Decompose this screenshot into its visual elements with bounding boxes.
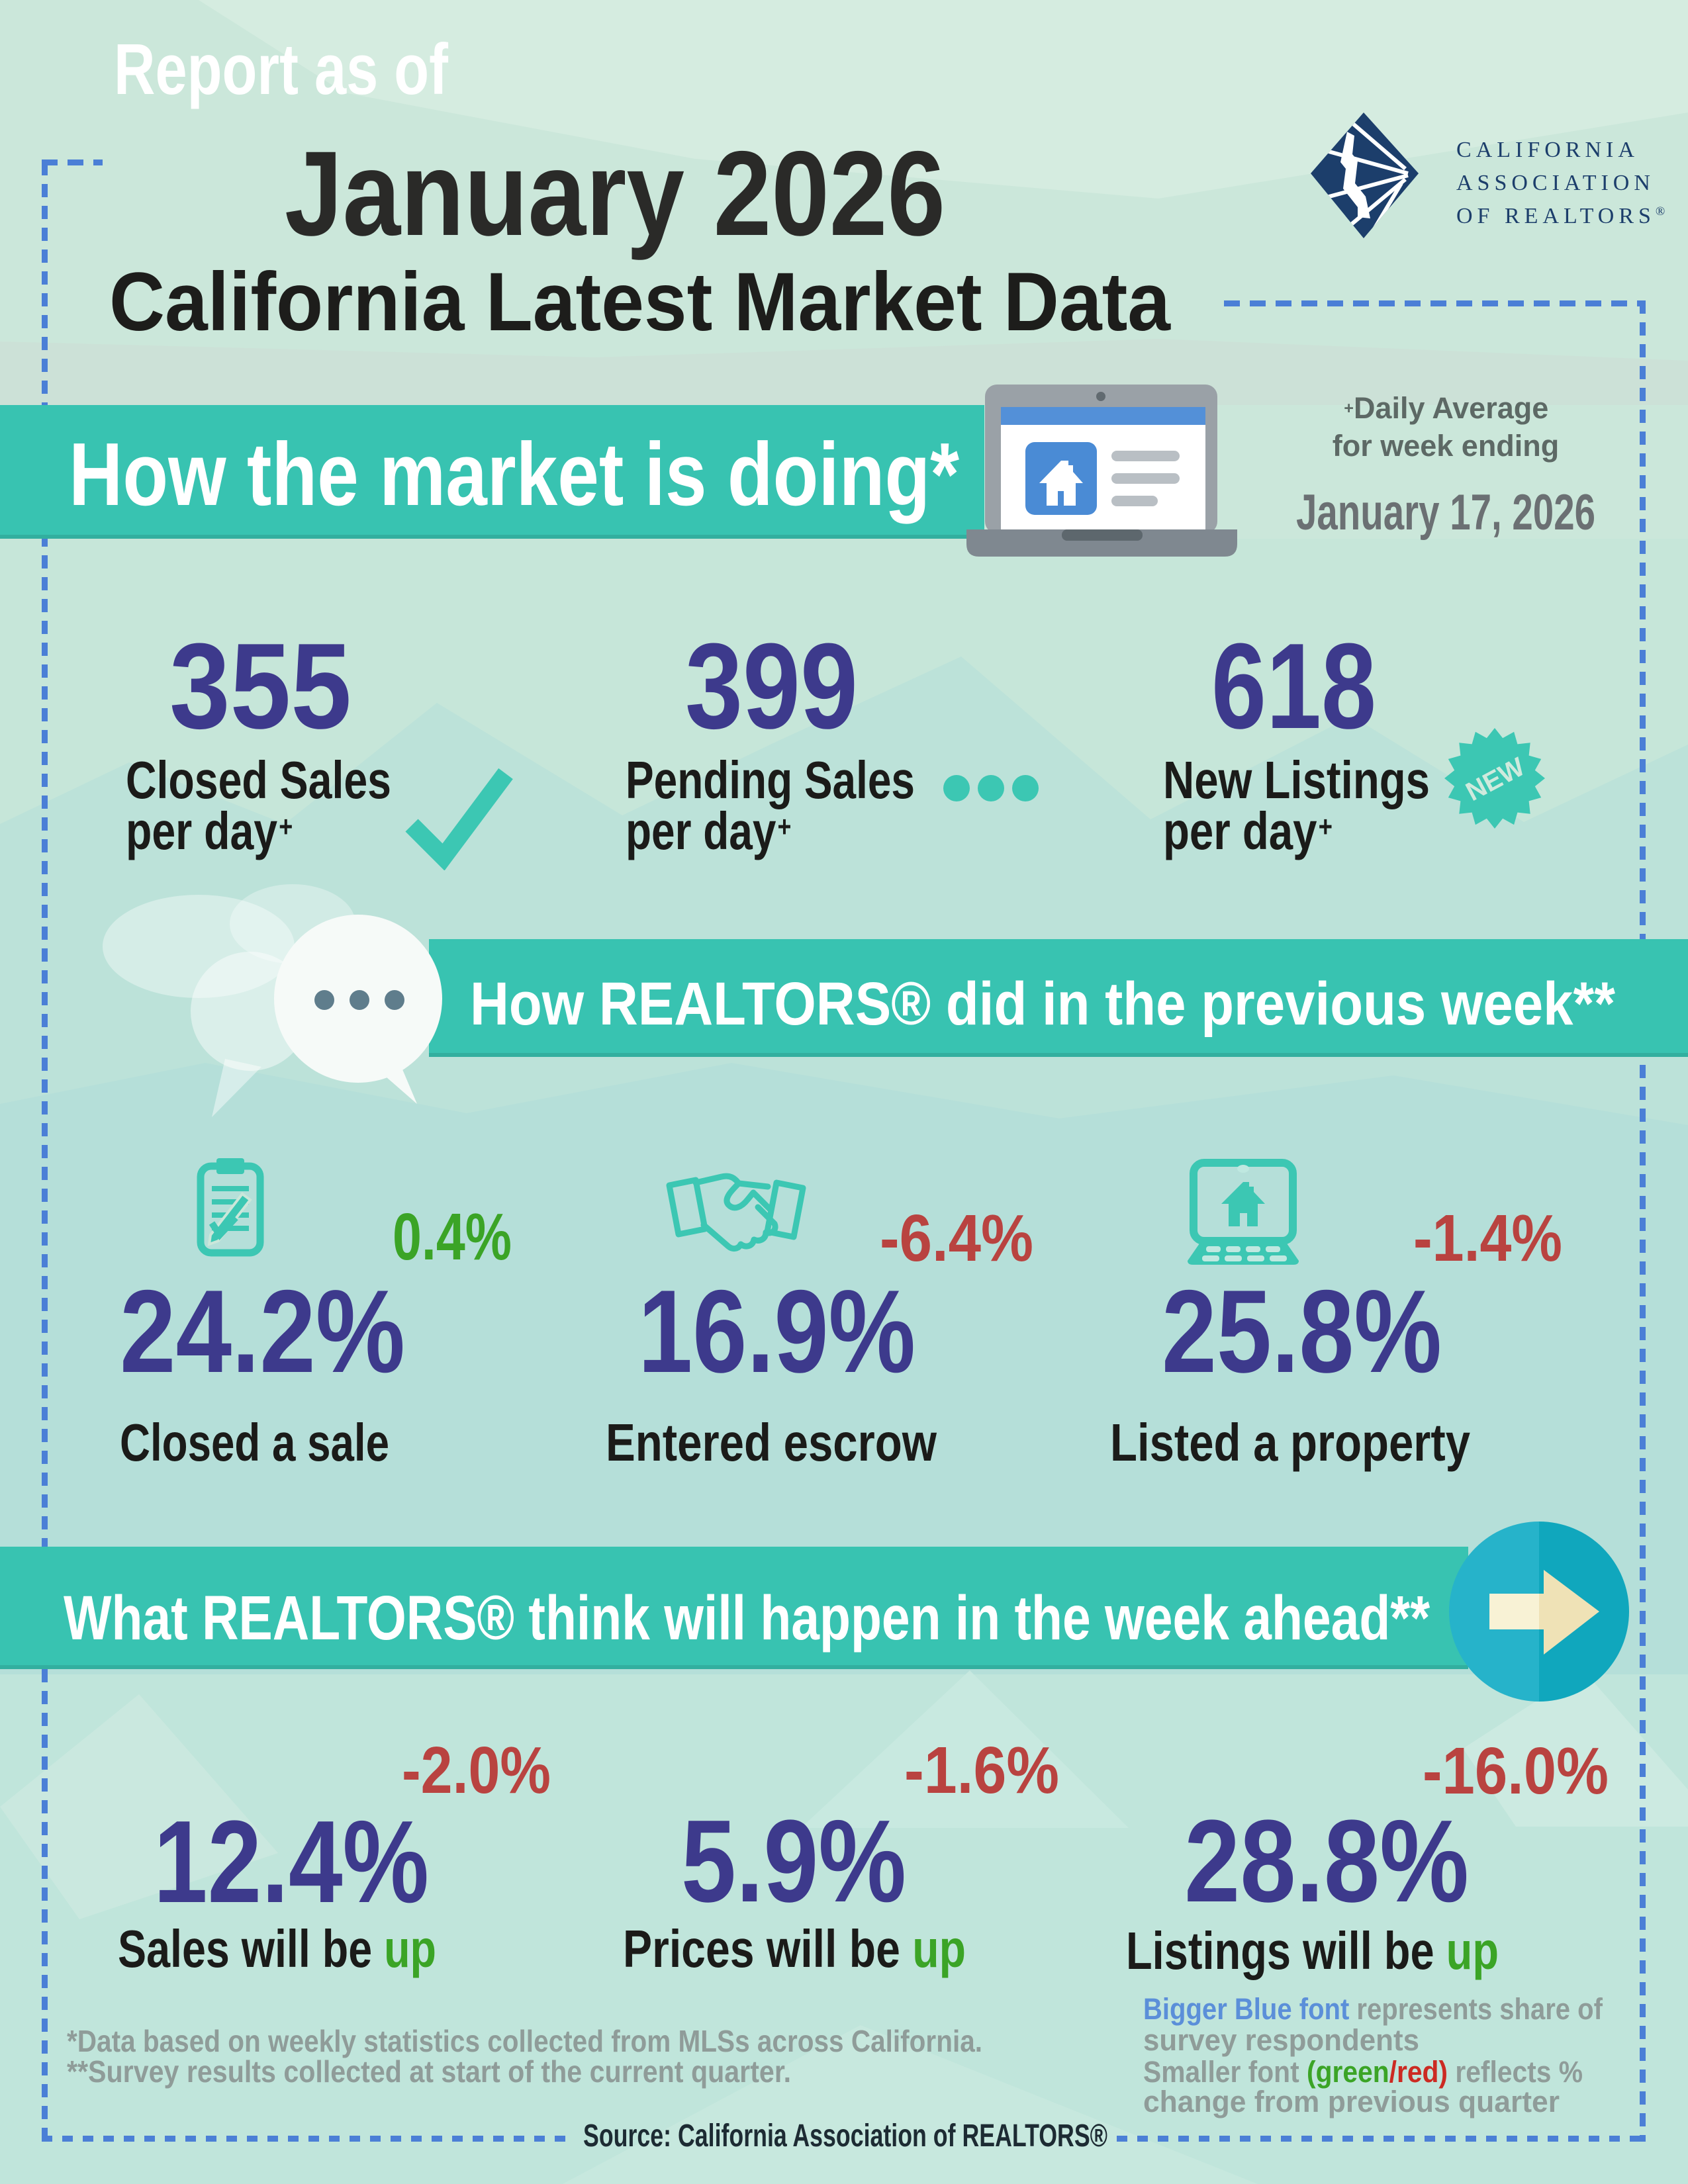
- stat-new-listings-value: 618: [1211, 617, 1377, 754]
- frame-bottom-left-border: [42, 2136, 574, 2142]
- car-logo-reg-mark: ®: [1656, 205, 1669, 218]
- band3-heading: What REALTORS® think will happen in the …: [64, 1582, 1430, 1653]
- page-title: January 2026: [285, 126, 946, 261]
- speech-bubble-front: [274, 915, 442, 1104]
- delta-listings-up: -16.0%: [1423, 1734, 1609, 1808]
- frame-right-border: [1640, 300, 1646, 2142]
- label-sales-up: Sales will be up: [118, 1919, 437, 1978]
- footnote-survey: **Survey results collected at start of t…: [67, 2054, 792, 2089]
- value-closed-sale: 24.2%: [120, 1265, 405, 1397]
- legend-line4: change from previous quarter: [1143, 2085, 1560, 2118]
- legend-line3: Smaller font (green/red) reflects %: [1143, 2055, 1583, 2089]
- value-listed-property: 25.8%: [1162, 1265, 1442, 1397]
- source-attribution: Source: California Association of REALTO…: [583, 2118, 1108, 2154]
- band-previous-week: [429, 939, 1688, 1057]
- delta-prices-up: -1.6%: [904, 1733, 1059, 1807]
- speech-bubbles-icon: [191, 915, 442, 1117]
- band2-heading: How REALTORS® did in the previous week**: [470, 970, 1616, 1038]
- page-subtitle: California Latest Market Data: [109, 255, 1170, 348]
- car-logo-line3: OF REALTORS®: [1456, 204, 1669, 228]
- delta-sales-up: -2.0%: [402, 1733, 551, 1807]
- stat-new-listings-label: New Listings per day+: [1163, 750, 1430, 860]
- stat-closed-sales-value: 355: [169, 617, 352, 754]
- band-market: [0, 405, 984, 539]
- laptop-house-icon: [1188, 1159, 1299, 1265]
- label-listings-up: Listings will be up: [1126, 1921, 1499, 1980]
- daily-average-note: +Daily Average for week ending: [1332, 391, 1560, 463]
- frame-top-right-border: [1224, 300, 1646, 306]
- legend-line1: Bigger Blue font represents share of: [1143, 1992, 1603, 2026]
- laptop-illustration: [966, 385, 1237, 557]
- dots-icon: [943, 775, 1039, 801]
- delta-entered-escrow: -6.4%: [880, 1201, 1034, 1275]
- label-entered-escrow: Entered escrow: [606, 1412, 937, 1472]
- label-prices-up: Prices will be up: [623, 1919, 966, 1978]
- value-prices-up: 5.9%: [681, 1796, 907, 1927]
- value-entered-escrow: 16.9%: [638, 1265, 916, 1397]
- delta-listed-property: -1.4%: [1413, 1201, 1563, 1275]
- report-as-of: Report as of: [114, 28, 448, 110]
- frame-bottom-right-border: [1117, 2136, 1646, 2142]
- legend-line2: survey respondents: [1143, 2023, 1420, 2057]
- stat-closed-sales-label: Closed Sales per day+: [126, 750, 392, 860]
- frame-left-border: [42, 162, 48, 2142]
- value-sales-up: 12.4%: [154, 1796, 430, 1927]
- daily-average-date: January 17, 2026: [1296, 484, 1596, 541]
- car-logo: CALIFORNIA ASSOCIATION OF REALTORS®: [1311, 113, 1669, 238]
- arrow-circle-icon: [1449, 1522, 1629, 1702]
- stat-pending-sales-label: Pending Sales per day+: [626, 750, 915, 860]
- check-icon: [405, 768, 513, 870]
- new-badge: NEW: [1444, 728, 1545, 829]
- car-logo-line1: CALIFORNIA: [1456, 138, 1639, 162]
- band-week-ahead: [0, 1547, 1468, 1669]
- car-logo-line2: ASSOCIATION: [1456, 171, 1655, 195]
- band1-heading: How the market is doing*: [69, 424, 960, 524]
- label-closed-sale: Closed a sale: [120, 1412, 390, 1472]
- clipboard-icon: [197, 1158, 264, 1257]
- label-listed-property: Listed a property: [1110, 1412, 1471, 1472]
- value-listings-up: 28.8%: [1184, 1796, 1470, 1927]
- stat-pending-sales-value: 399: [685, 617, 859, 754]
- frame-top-left-border: [42, 159, 103, 165]
- handshake-icon: [666, 1173, 806, 1252]
- car-logo-diamond: [1311, 113, 1419, 238]
- footnote-data: *Data based on weekly statistics collect…: [67, 2024, 983, 2058]
- delta-closed-sale: 0.4%: [393, 1200, 512, 1274]
